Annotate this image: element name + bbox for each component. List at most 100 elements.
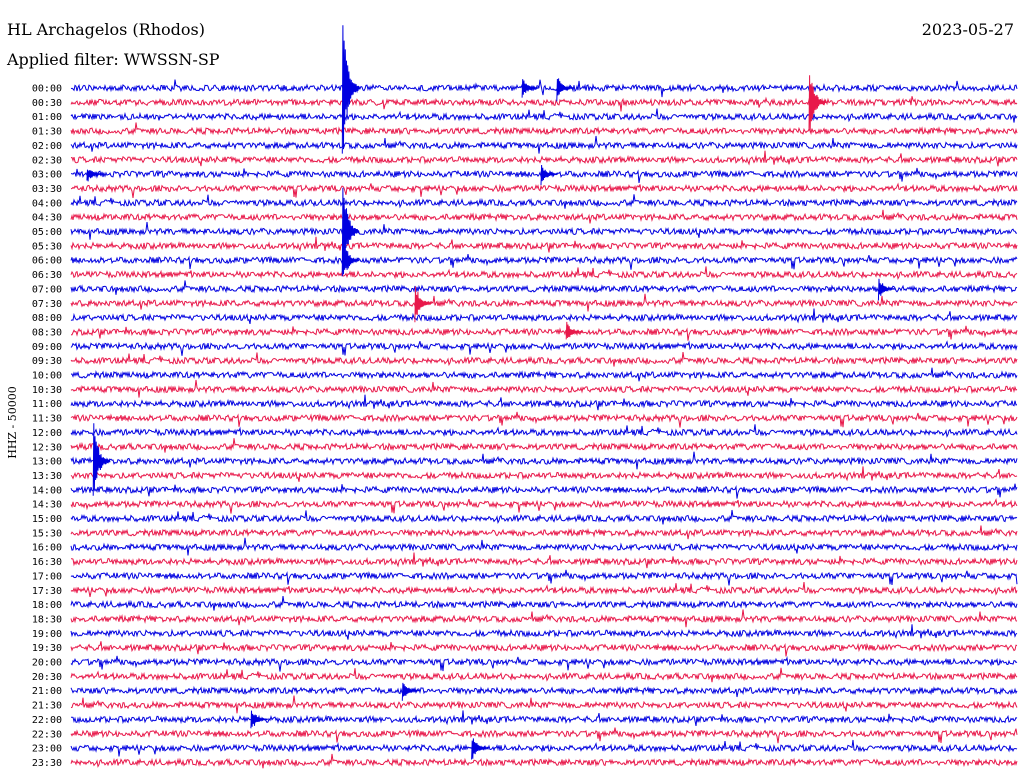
trace-row: [70, 108, 1018, 123]
trace-row: [70, 394, 1018, 411]
trace-row: [70, 194, 1018, 209]
row-labels: 00:00 00:30 01:00 01:30 02:00 02:30 03:00 03:30…: [32, 84, 62, 769]
filter-label: Applied filter: WWSSN-SP: [7, 50, 220, 69]
row-label: 02:00: [32, 141, 62, 152]
seismic-event: [92, 423, 111, 496]
trace-row: [70, 537, 1018, 556]
row-label: 04:30: [32, 213, 62, 224]
row-label: 15:00: [32, 514, 62, 525]
row-label: 19:30: [32, 643, 62, 654]
row-label: 07:30: [32, 299, 62, 310]
trace-row: [70, 340, 1018, 356]
trace-row: [70, 753, 1018, 769]
row-label: 16:30: [32, 557, 62, 568]
trace-row: [70, 710, 1018, 726]
seismic-event: [556, 78, 574, 102]
row-label: 01:30: [32, 127, 62, 138]
trace-row: [70, 739, 1018, 757]
row-label: 22:30: [32, 729, 62, 740]
row-label: 08:30: [32, 327, 62, 338]
seismic-event: [341, 187, 360, 273]
row-label: 05:00: [32, 227, 62, 238]
trace-row: [70, 685, 1018, 698]
trace-row: [70, 596, 1018, 611]
traces: [70, 79, 1018, 769]
trace-row: [70, 222, 1017, 240]
trace-row: [70, 293, 1018, 312]
row-label: 09:00: [32, 342, 62, 353]
row-label: 18:00: [32, 600, 62, 611]
row-label: 21:30: [32, 701, 62, 712]
row-label: 00:00: [32, 84, 62, 95]
trace-row: [70, 509, 1018, 525]
row-label: 09:30: [32, 356, 62, 367]
trace-row: [70, 367, 1018, 382]
seismic-event: [341, 25, 360, 154]
events: [86, 25, 896, 760]
trace-row: [70, 379, 1018, 398]
trace-row: [70, 182, 1018, 198]
trace-row: [70, 727, 1018, 744]
row-label: 05:30: [32, 241, 62, 252]
seismic-event: [471, 738, 489, 760]
row-label: 03:00: [32, 170, 62, 181]
row-label: 18:30: [32, 614, 62, 625]
row-label: 17:30: [32, 586, 62, 597]
trace-row: [70, 525, 1018, 540]
seismic-event: [401, 682, 420, 701]
seismic-event: [341, 236, 360, 277]
trace-row: [70, 308, 1018, 325]
row-label: 04:00: [32, 198, 62, 209]
seismic-event: [877, 278, 896, 301]
trace-row: [70, 135, 1018, 154]
trace-row: [70, 411, 1018, 428]
row-label: 06:00: [32, 256, 62, 267]
row-label: 12:30: [32, 442, 62, 453]
seismic-event: [414, 286, 433, 323]
row-label: 11:30: [32, 414, 62, 425]
trace-row: [70, 609, 1018, 628]
row-label: 07:00: [32, 284, 62, 295]
trace-row: [70, 209, 1018, 224]
row-label: 14:30: [32, 500, 62, 511]
trace-row: [70, 122, 1018, 136]
seismic-event: [86, 169, 105, 182]
seismic-event: [540, 164, 559, 186]
trace-row: [70, 94, 1018, 112]
trace-row: [70, 695, 1018, 714]
row-label: 20:30: [32, 672, 62, 683]
row-label: 20:00: [32, 658, 62, 669]
trace-row: [70, 150, 1018, 167]
trace-row: [70, 266, 1018, 280]
trace-row: [70, 582, 1018, 598]
row-label: 06:30: [32, 270, 62, 281]
row-label: 13:30: [32, 471, 62, 482]
trace-row: [70, 280, 1018, 295]
row-label: 17:00: [32, 571, 62, 582]
trace-row: [70, 352, 1018, 367]
trace-row: [70, 624, 1018, 640]
station-title: HL Archagelos (Rhodos): [7, 20, 205, 39]
trace-row: [70, 641, 1018, 657]
row-label: 16:00: [32, 543, 62, 554]
row-label: 23:00: [32, 744, 62, 755]
row-label: 10:00: [32, 371, 62, 382]
seismic-event: [250, 710, 269, 729]
row-label: 12:00: [32, 428, 62, 439]
row-label: 01:00: [32, 112, 62, 123]
trace-row: [70, 667, 1018, 683]
trace-row: [70, 438, 1018, 453]
trace-row: [70, 424, 1018, 438]
row-label: 02:30: [32, 155, 62, 166]
row-label: 14:00: [32, 485, 62, 496]
trace-row: [70, 325, 1018, 341]
trace-row: [70, 79, 1018, 98]
trace-row: [70, 483, 1018, 499]
seismic-event: [521, 79, 540, 98]
row-label: 08:00: [32, 313, 62, 324]
trace-row: [70, 466, 1018, 482]
row-label: 11:00: [32, 399, 62, 410]
row-label: 23:30: [32, 758, 62, 769]
row-label: 13:00: [32, 457, 62, 468]
trace-row: [71, 552, 1018, 569]
